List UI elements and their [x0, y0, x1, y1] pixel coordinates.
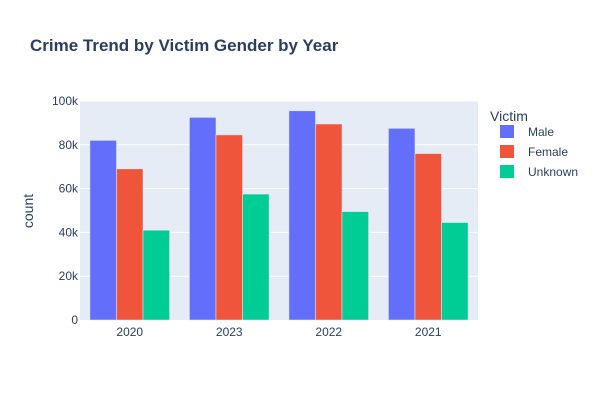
legend[interactable]: Victim Male Female Unknown [490, 108, 578, 179]
y-tick-label: 60k [59, 182, 79, 196]
legend-label: Male [528, 125, 554, 139]
bar-male-2022[interactable] [288, 110, 316, 321]
bar-male-2021[interactable] [388, 128, 416, 321]
bar-female-2021[interactable] [414, 153, 442, 321]
chart-title: Crime Trend by Victim Gender by Year [30, 36, 339, 55]
bar-unknown-2022[interactable] [341, 211, 369, 321]
bar-male-2020[interactable] [89, 140, 117, 321]
x-tick-label: 2021 [415, 325, 442, 339]
x-tick-label: 2023 [216, 325, 243, 339]
legend-item-female[interactable]: Female [500, 145, 568, 159]
legend-swatch [500, 145, 514, 158]
x-axis-ticks: 2020 2023 2022 2021 [116, 325, 442, 339]
legend-swatch [500, 165, 514, 178]
y-tick-label: 80k [59, 138, 79, 152]
y-tick-label: 40k [59, 225, 79, 239]
y-tick-label: 20k [59, 269, 79, 283]
y-tick-label: 0 [71, 313, 78, 327]
y-axis-ticks: 0 20k 40k 60k 80k 100k [52, 94, 79, 327]
bar-unknown-2020[interactable] [142, 229, 170, 321]
legend-label: Female [528, 145, 568, 159]
legend-item-male[interactable]: Male [500, 125, 554, 139]
y-axis-title: count [20, 194, 36, 228]
legend-label: Unknown [528, 165, 578, 179]
x-tick-label: 2022 [315, 325, 342, 339]
bar-male-2023[interactable] [189, 117, 217, 321]
y-tick-label: 100k [52, 94, 79, 108]
legend-swatch [500, 125, 514, 138]
bar-female-2023[interactable] [215, 134, 243, 321]
bar-female-2022[interactable] [315, 123, 343, 321]
legend-item-unknown[interactable]: Unknown [500, 165, 578, 179]
bar-unknown-2023[interactable] [242, 193, 270, 321]
bar-female-2020[interactable] [116, 168, 144, 321]
bar-unknown-2021[interactable] [441, 222, 469, 321]
bars [89, 110, 469, 321]
x-tick-label: 2020 [116, 325, 143, 339]
legend-title: Victim [490, 108, 528, 124]
